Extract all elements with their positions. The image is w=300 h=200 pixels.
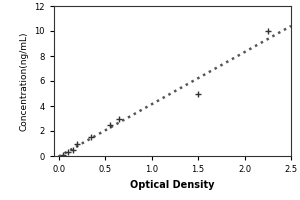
Y-axis label: Concentration(ng/mL): Concentration(ng/mL) xyxy=(20,31,29,131)
X-axis label: Optical Density: Optical Density xyxy=(130,180,215,190)
